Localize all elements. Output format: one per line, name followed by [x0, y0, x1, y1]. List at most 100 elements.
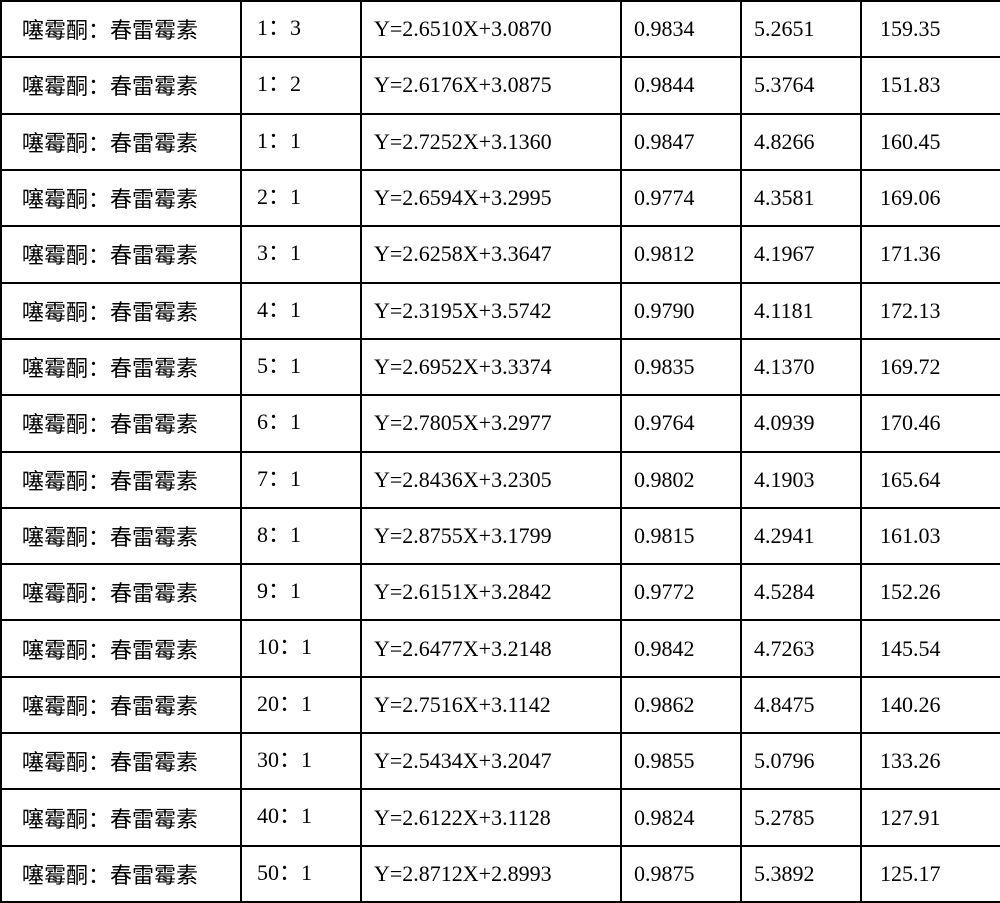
cell-label: 噻霉酮：春雷霉素 — [1, 733, 241, 789]
cell-ratio: 5：1 — [241, 339, 361, 395]
cell-ec: 4.3581 — [741, 170, 861, 226]
cell-equation: Y=2.7516X+3.1142 — [361, 677, 621, 733]
cell-label: 噻霉酮：春雷霉素 — [1, 339, 241, 395]
table-row: 噻霉酮：春雷霉素1：3Y=2.6510X+3.08700.98345.26511… — [1, 1, 1000, 57]
cell-label: 噻霉酮：春雷霉素 — [1, 508, 241, 564]
cell-label: 噻霉酮：春雷霉素 — [1, 789, 241, 845]
cell-equation: Y=2.8712X+2.8993 — [361, 846, 621, 902]
cell-ctc: 151.83 — [861, 57, 1000, 113]
table-row: 噻霉酮：春雷霉素8：1Y=2.8755X+3.17990.98154.29411… — [1, 508, 1000, 564]
cell-ec: 5.2785 — [741, 789, 861, 845]
cell-ec: 5.0796 — [741, 733, 861, 789]
cell-ctc: 140.26 — [861, 677, 1000, 733]
cell-equation: Y=2.6122X+3.1128 — [361, 789, 621, 845]
cell-r: 0.9815 — [621, 508, 741, 564]
cell-equation: Y=2.6258X+3.3647 — [361, 226, 621, 282]
cell-ratio: 20：1 — [241, 677, 361, 733]
cell-ratio: 9：1 — [241, 564, 361, 620]
cell-ctc: 169.72 — [861, 339, 1000, 395]
cell-label: 噻霉酮：春雷霉素 — [1, 395, 241, 451]
cell-ec: 4.1903 — [741, 452, 861, 508]
cell-ctc: 127.91 — [861, 789, 1000, 845]
cell-ctc: 133.26 — [861, 733, 1000, 789]
cell-ec: 4.1370 — [741, 339, 861, 395]
cell-label: 噻霉酮：春雷霉素 — [1, 452, 241, 508]
cell-equation: Y=2.6151X+3.2842 — [361, 564, 621, 620]
cell-ctc: 169.06 — [861, 170, 1000, 226]
cell-equation: Y=2.7252X+3.1360 — [361, 114, 621, 170]
cell-r: 0.9842 — [621, 620, 741, 676]
cell-ec: 4.0939 — [741, 395, 861, 451]
cell-ratio: 30：1 — [241, 733, 361, 789]
table-row: 噻霉酮：春雷霉素20：1Y=2.7516X+3.11420.98624.8475… — [1, 677, 1000, 733]
cell-ec: 4.1181 — [741, 283, 861, 339]
cell-equation: Y=2.6594X+3.2995 — [361, 170, 621, 226]
cell-ctc: 125.17 — [861, 846, 1000, 902]
cell-r: 0.9772 — [621, 564, 741, 620]
cell-ratio: 40：1 — [241, 789, 361, 845]
cell-ratio: 1：2 — [241, 57, 361, 113]
cell-equation: Y=2.5434X+3.2047 — [361, 733, 621, 789]
cell-ctc: 172.13 — [861, 283, 1000, 339]
cell-ctc: 145.54 — [861, 620, 1000, 676]
cell-label: 噻霉酮：春雷霉素 — [1, 170, 241, 226]
cell-label: 噻霉酮：春雷霉素 — [1, 226, 241, 282]
cell-ec: 4.1967 — [741, 226, 861, 282]
table-row: 噻霉酮：春雷霉素4：1Y=2.3195X+3.57420.97904.11811… — [1, 283, 1000, 339]
cell-label: 噻霉酮：春雷霉素 — [1, 620, 241, 676]
cell-r: 0.9790 — [621, 283, 741, 339]
table-row: 噻霉酮：春雷霉素5：1Y=2.6952X+3.33740.98354.13701… — [1, 339, 1000, 395]
cell-ratio: 8：1 — [241, 508, 361, 564]
cell-r: 0.9862 — [621, 677, 741, 733]
table-body: 噻霉酮：春雷霉素1：3Y=2.6510X+3.08700.98345.26511… — [1, 1, 1000, 902]
cell-r: 0.9774 — [621, 170, 741, 226]
cell-ctc: 152.26 — [861, 564, 1000, 620]
cell-label: 噻霉酮：春雷霉素 — [1, 564, 241, 620]
cell-r: 0.9835 — [621, 339, 741, 395]
cell-ratio: 10：1 — [241, 620, 361, 676]
cell-ratio: 6：1 — [241, 395, 361, 451]
table-row: 噻霉酮：春雷霉素6：1Y=2.7805X+3.29770.97644.09391… — [1, 395, 1000, 451]
table-row: 噻霉酮：春雷霉素9：1Y=2.6151X+3.28420.97724.52841… — [1, 564, 1000, 620]
cell-ec: 4.7263 — [741, 620, 861, 676]
cell-label: 噻霉酮：春雷霉素 — [1, 283, 241, 339]
cell-r: 0.9844 — [621, 57, 741, 113]
table-row: 噻霉酮：春雷霉素10：1Y=2.6477X+3.21480.98424.7263… — [1, 620, 1000, 676]
cell-r: 0.9802 — [621, 452, 741, 508]
cell-ec: 4.2941 — [741, 508, 861, 564]
cell-equation: Y=2.6952X+3.3374 — [361, 339, 621, 395]
cell-ratio: 1：1 — [241, 114, 361, 170]
cell-equation: Y=2.7805X+3.2977 — [361, 395, 621, 451]
cell-ratio: 3：1 — [241, 226, 361, 282]
cell-equation: Y=2.6176X+3.0875 — [361, 57, 621, 113]
cell-label: 噻霉酮：春雷霉素 — [1, 677, 241, 733]
cell-ctc: 170.46 — [861, 395, 1000, 451]
cell-ec: 4.8475 — [741, 677, 861, 733]
table-row: 噻霉酮：春雷霉素30：1Y=2.5434X+3.20470.98555.0796… — [1, 733, 1000, 789]
cell-ctc: 165.64 — [861, 452, 1000, 508]
cell-r: 0.9834 — [621, 1, 741, 57]
cell-ec: 5.2651 — [741, 1, 861, 57]
cell-label: 噻霉酮：春雷霉素 — [1, 114, 241, 170]
data-table: 噻霉酮：春雷霉素1：3Y=2.6510X+3.08700.98345.26511… — [0, 0, 1000, 903]
cell-equation: Y=2.6477X+3.2148 — [361, 620, 621, 676]
table-row: 噻霉酮：春雷霉素1：2Y=2.6176X+3.08750.98445.37641… — [1, 57, 1000, 113]
cell-ctc: 161.03 — [861, 508, 1000, 564]
cell-ctc: 171.36 — [861, 226, 1000, 282]
cell-ratio: 50：1 — [241, 846, 361, 902]
cell-r: 0.9855 — [621, 733, 741, 789]
cell-label: 噻霉酮：春雷霉素 — [1, 846, 241, 902]
cell-equation: Y=2.8436X+3.2305 — [361, 452, 621, 508]
cell-ec: 4.8266 — [741, 114, 861, 170]
table-row: 噻霉酮：春雷霉素7：1Y=2.8436X+3.23050.98024.19031… — [1, 452, 1000, 508]
cell-r: 0.9875 — [621, 846, 741, 902]
cell-r: 0.9824 — [621, 789, 741, 845]
cell-ratio: 4：1 — [241, 283, 361, 339]
cell-label: 噻霉酮：春雷霉素 — [1, 1, 241, 57]
table-row: 噻霉酮：春雷霉素50：1Y=2.8712X+2.89930.98755.3892… — [1, 846, 1000, 902]
cell-equation: Y=2.8755X+3.1799 — [361, 508, 621, 564]
cell-ctc: 159.35 — [861, 1, 1000, 57]
cell-ec: 4.5284 — [741, 564, 861, 620]
cell-ratio: 1：3 — [241, 1, 361, 57]
cell-ctc: 160.45 — [861, 114, 1000, 170]
